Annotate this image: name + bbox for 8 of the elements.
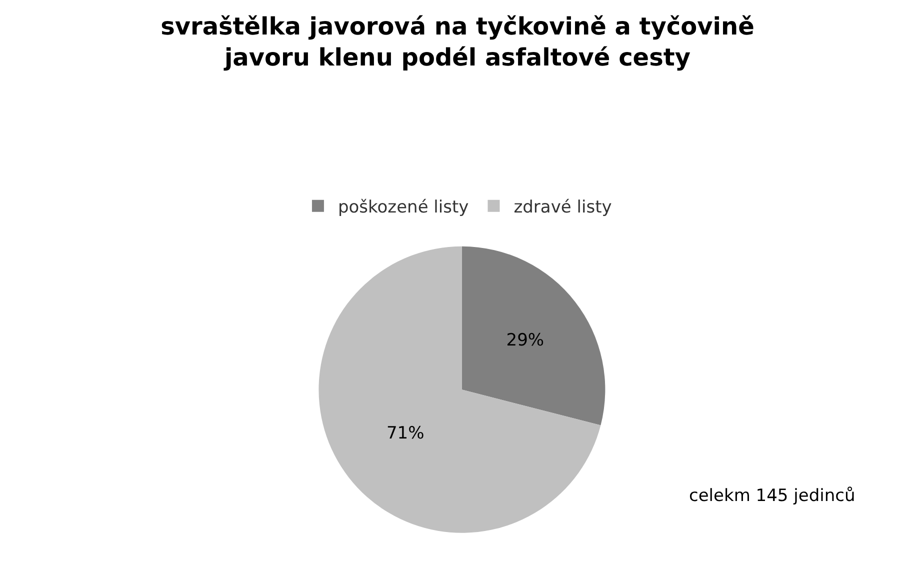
text: celekm 145 jedinců: [689, 486, 856, 506]
data-label: 29%: [506, 330, 544, 351]
data-label: 71%: [386, 424, 424, 444]
chart-title: svraštělka javorová na tyčkovině a tyčovině javoru klenu podél asfaltové cesty: [160, 12, 754, 72]
pie-slice: [318, 246, 601, 533]
legend-label: zdravé listy: [514, 197, 612, 218]
legend-label: poškozené listy: [338, 197, 469, 218]
pie-slice: [462, 246, 606, 426]
